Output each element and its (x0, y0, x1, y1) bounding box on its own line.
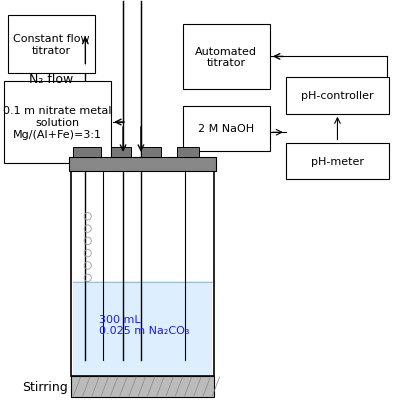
Bar (73, 281, 212, 375)
Bar (183, 106, 270, 151)
Text: 300 mL
0.025 m Na₂CO₃: 300 mL 0.025 m Na₂CO₃ (99, 314, 190, 335)
Text: 2 M NaOH: 2 M NaOH (198, 124, 254, 134)
Text: pH-meter: pH-meter (311, 157, 364, 166)
Text: Automated
titrator: Automated titrator (195, 47, 257, 68)
Bar (141, 147, 161, 157)
Bar (111, 147, 131, 157)
Bar (71, 376, 214, 397)
Text: N₂ flow: N₂ flow (29, 73, 74, 86)
Bar (183, 25, 270, 90)
Text: 0.1 m nitrate metal
solution
Mg/(Al+Fe)=3:1: 0.1 m nitrate metal solution Mg/(Al+Fe)=… (3, 106, 112, 139)
Bar (286, 78, 389, 115)
Bar (69, 157, 216, 172)
Text: Constant flow
titrator: Constant flow titrator (13, 34, 90, 56)
Text: pH-controller: pH-controller (301, 91, 374, 101)
Bar (286, 143, 389, 180)
Bar (71, 172, 214, 376)
Bar (177, 147, 198, 157)
Bar (4, 82, 111, 164)
Bar (8, 16, 95, 74)
Bar (73, 147, 101, 157)
Text: Stirring: Stirring (22, 380, 67, 393)
